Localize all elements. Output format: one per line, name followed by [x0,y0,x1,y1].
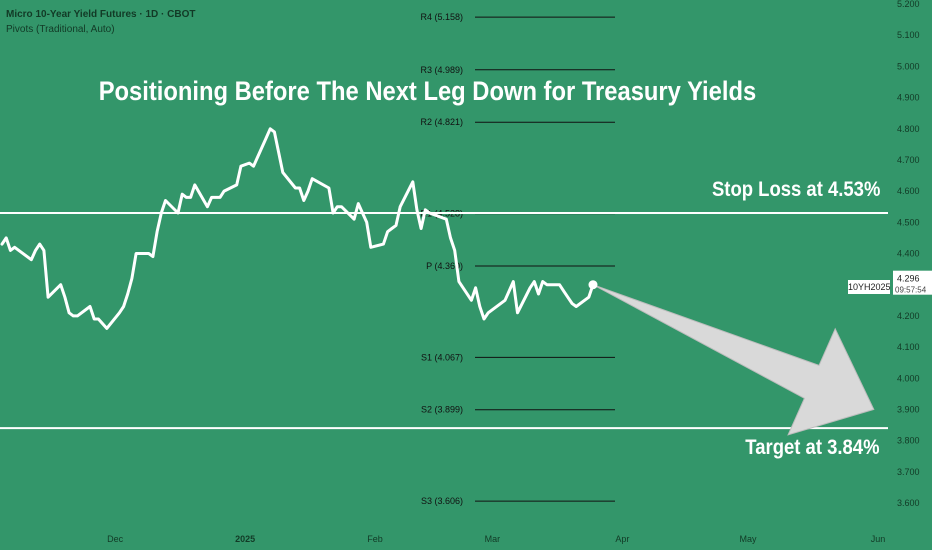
y-tick-label: 4.600 [897,186,920,196]
pivot-label: R4 (5.158) [420,12,463,22]
pivot-label: R3 (4.989) [420,65,463,75]
y-tick-label: 4.100 [897,342,920,352]
y-tick-label: 4.800 [897,124,920,134]
last-point-marker [588,280,598,290]
symbol-tag: 10YH2025 [848,280,891,294]
x-tick-label: Dec [107,534,124,544]
price-axis[interactable]: 5.200 5.100 5.000 4.900 4.800 4.700 4.600 4.500… [893,0,932,508]
time-axis[interactable]: Dec 2025 Feb Mar Apr May Jun [107,534,885,544]
target-note: Target at 3.84% [745,436,880,459]
price-series [0,127,598,330]
y-tick-label: 3.900 [897,404,920,414]
pivot-label: P (4.360) [426,261,463,271]
pivot-label: S2 (3.899) [421,405,463,415]
horizontal-lines [0,211,888,430]
instrument-title[interactable]: Micro 10-Year Yield Futures · 1D · CBOT [6,9,196,20]
projection-arrow [592,284,875,436]
countdown-label: 09:57:54 [895,286,927,295]
y-tick-label: 4.900 [897,93,920,103]
indicator-label[interactable]: Pivots (Traditional, Auto) [6,24,115,35]
x-tick-label: Mar [485,534,501,544]
y-tick-label: 5.100 [897,30,920,40]
y-tick-label: 3.800 [897,436,920,446]
y-tick-label: 3.600 [897,498,920,508]
y-tick-label: 5.000 [897,61,920,71]
x-tick-label: Feb [367,534,383,544]
y-tick-label: 4.200 [897,311,920,321]
series-line [0,127,595,330]
y-tick-label: 4.500 [897,217,920,227]
pivot-label: S3 (3.606) [421,496,463,506]
x-tick-label: Jun [871,534,886,544]
pivot-label: S1 (4.067) [421,352,463,362]
x-tick-label: Apr [615,534,629,544]
pivot-label: R2 (4.821) [420,117,463,127]
y-tick-label: 4.000 [897,373,920,383]
last-price-label: 4.296 [897,274,920,284]
y-tick-label: 3.700 [897,467,920,477]
y-tick-label: 5.200 [897,0,920,9]
chart-headline: Positioning Before The Next Leg Down for… [98,76,757,106]
y-tick-label: 4.400 [897,249,920,259]
x-tick-label: 2025 [235,534,255,544]
last-price-tag [893,270,932,295]
y-tick-label: 4.700 [897,155,920,165]
x-tick-label: May [740,534,758,544]
projection-arrow-shape [592,284,875,436]
stop-loss-note: Stop Loss at 4.53% [711,178,880,201]
